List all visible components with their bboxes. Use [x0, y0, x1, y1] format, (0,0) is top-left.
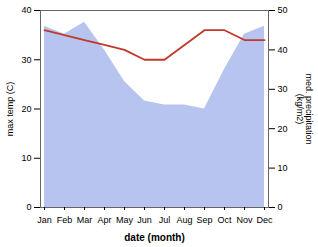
svg-text:40: 40	[278, 45, 288, 55]
svg-text:10: 10	[278, 163, 288, 173]
svg-text:Dec: Dec	[256, 215, 273, 225]
svg-text:Oct: Oct	[217, 215, 232, 225]
svg-text:0: 0	[26, 202, 31, 212]
svg-text:30: 30	[278, 84, 288, 94]
svg-text:max temp (C): max temp (C)	[5, 82, 15, 137]
svg-text:May: May	[116, 215, 134, 225]
svg-text:Aug: Aug	[176, 215, 192, 225]
svg-text:Jul: Jul	[159, 215, 171, 225]
svg-text:Mar: Mar	[77, 215, 93, 225]
svg-text:date (month): date (month)	[124, 232, 185, 243]
svg-text:Nov: Nov	[236, 215, 253, 225]
svg-text:Feb: Feb	[57, 215, 73, 225]
svg-text:med. precipitation(kg/m2): med. precipitation(kg/m2)	[295, 73, 314, 144]
svg-text:30: 30	[21, 55, 31, 65]
svg-text:20: 20	[278, 124, 288, 134]
svg-text:0: 0	[278, 202, 283, 212]
svg-text:40: 40	[21, 5, 31, 15]
svg-text:Sep: Sep	[196, 215, 212, 225]
svg-text:Jan: Jan	[37, 215, 52, 225]
svg-text:Apr: Apr	[97, 215, 111, 225]
svg-text:Jun: Jun	[137, 215, 152, 225]
svg-text:10: 10	[21, 153, 31, 163]
svg-text:50: 50	[278, 5, 288, 15]
svg-text:20: 20	[21, 104, 31, 114]
